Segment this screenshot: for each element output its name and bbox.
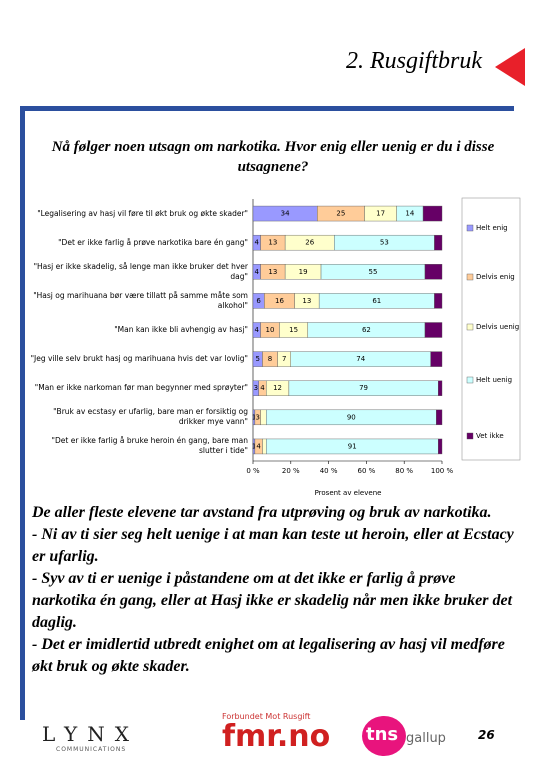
logo-lynx: LYNX COMMUNICATIONS	[42, 722, 182, 758]
title-arrow	[495, 48, 525, 86]
value-label: 1	[252, 413, 256, 421]
legend-label: Delvis enig	[476, 273, 515, 281]
x-tick-label: 0 %	[246, 467, 260, 475]
legend-swatch	[466, 224, 474, 232]
legend-label: Delvis uenig	[476, 323, 519, 331]
value-label: 7	[282, 355, 286, 363]
value-label: 90	[347, 413, 356, 421]
value-label: 16	[275, 297, 284, 305]
value-label: 55	[369, 268, 378, 276]
value-label: 17	[376, 210, 385, 218]
value-label: 5	[255, 355, 259, 363]
logo-tns-circle	[362, 716, 406, 756]
legend-label: Helt enig	[476, 224, 508, 232]
legend-swatch	[466, 376, 474, 384]
side-rule	[20, 106, 25, 720]
value-label: 13	[268, 268, 277, 276]
bar-segment	[262, 438, 267, 455]
logo-text: tns	[366, 724, 399, 745]
value-label: 26	[305, 239, 314, 247]
bar-segment	[422, 205, 443, 222]
bar-segment	[438, 438, 443, 455]
paragraph: - Ni av ti sier seg helt uenige i at man…	[32, 526, 514, 565]
value-label: 6	[256, 297, 261, 305]
bar-segment	[430, 351, 443, 367]
logo-subtext: COMMUNICATIONS	[56, 746, 127, 753]
x-tick-label: 100 %	[431, 467, 454, 475]
x-tick-label: 60 %	[358, 467, 376, 475]
category-label: "Bruk av ecstasy er ufarlig, bare man er…	[53, 407, 248, 427]
value-label: 19	[299, 268, 308, 276]
category-label: "Hasj og marihuana bør være tillatt på s…	[33, 290, 248, 310]
value-label: 3	[254, 384, 258, 392]
paragraph: De aller fleste elevene tar avstand fra …	[32, 504, 492, 521]
logo-text: gallup	[406, 731, 446, 746]
value-label: 13	[268, 239, 277, 247]
rule	[20, 106, 514, 111]
category-label: "Jeg ville selv brukt hasj og marihuana …	[30, 354, 248, 364]
logo-subtext: Forbundet Mot Rusgift	[222, 712, 311, 721]
x-tick-label: 40 %	[320, 467, 338, 475]
bar-segment	[434, 234, 443, 251]
body-text: De aller fleste elevene tar avstand fra …	[32, 502, 517, 678]
value-label: 1	[252, 442, 256, 450]
legend-label: Vet ikke	[476, 432, 504, 440]
question: Nå følger noen utsagn om narkotika. Hvor…	[51, 139, 495, 175]
category-label: "Det er ikke farlig å bruke heroin én ga…	[51, 436, 248, 456]
value-label: 10	[266, 326, 275, 334]
category-label: "Det er ikke farlig å prøve narkotika ba…	[58, 237, 248, 247]
logo-fmr: Forbundet Mot Rusgift fmr.no	[222, 712, 330, 753]
x-tick-label: 20 %	[282, 467, 300, 475]
legend-swatch	[466, 273, 474, 281]
value-label: 14	[405, 210, 414, 218]
value-label: 34	[281, 210, 290, 218]
x-tick-label: 80 %	[395, 467, 413, 475]
bar-segment	[424, 264, 443, 280]
legend-swatch	[466, 432, 474, 440]
category-label: "Man kan ikke bli avhengig av hasj"	[114, 325, 248, 334]
bar-segment	[434, 293, 443, 309]
value-label: 4	[260, 384, 265, 392]
category-label: "Hasj er ikke skadelig, så lenge man ikk…	[33, 261, 248, 281]
legend-swatch	[466, 323, 474, 331]
value-label: 12	[273, 384, 282, 392]
value-label: 15	[289, 326, 298, 334]
value-label: 62	[362, 326, 371, 334]
value-label: 3	[255, 413, 259, 421]
bar-segment	[438, 380, 443, 396]
page-number: 26	[478, 728, 495, 742]
category-label: "Man er ikke narkoman før man begynner m…	[34, 383, 248, 393]
x-axis-label: Prosent av elevene	[315, 489, 382, 497]
value-label: 4	[255, 268, 260, 276]
value-label: 13	[302, 297, 311, 305]
bar-segment	[424, 322, 443, 338]
paragraph: - Det er imidlertid utbredt enighet om a…	[32, 636, 505, 675]
slide-title: 2. Rusgiftbruk	[346, 48, 482, 74]
value-label: 4	[255, 326, 260, 334]
value-label: 4	[255, 239, 260, 247]
value-label: 79	[359, 384, 368, 392]
value-label: 74	[356, 355, 365, 363]
value-label: 53	[380, 239, 389, 247]
logo-text: LYNX	[42, 722, 139, 746]
logo-text: fmr.no	[222, 719, 331, 754]
value-label: 8	[268, 355, 272, 363]
bar-segment	[436, 409, 443, 426]
paragraph: - Syv av ti er uenige i påstandene om at…	[32, 570, 513, 631]
legend-label: Helt uenig	[476, 376, 512, 384]
category-label: "Legalisering av hasj vil føre til økt b…	[37, 208, 248, 218]
value-label: 25	[336, 210, 345, 218]
value-label: 91	[348, 442, 357, 450]
value-label: 4	[256, 442, 261, 450]
value-label: 61	[372, 297, 381, 305]
bar-segment	[260, 409, 267, 426]
